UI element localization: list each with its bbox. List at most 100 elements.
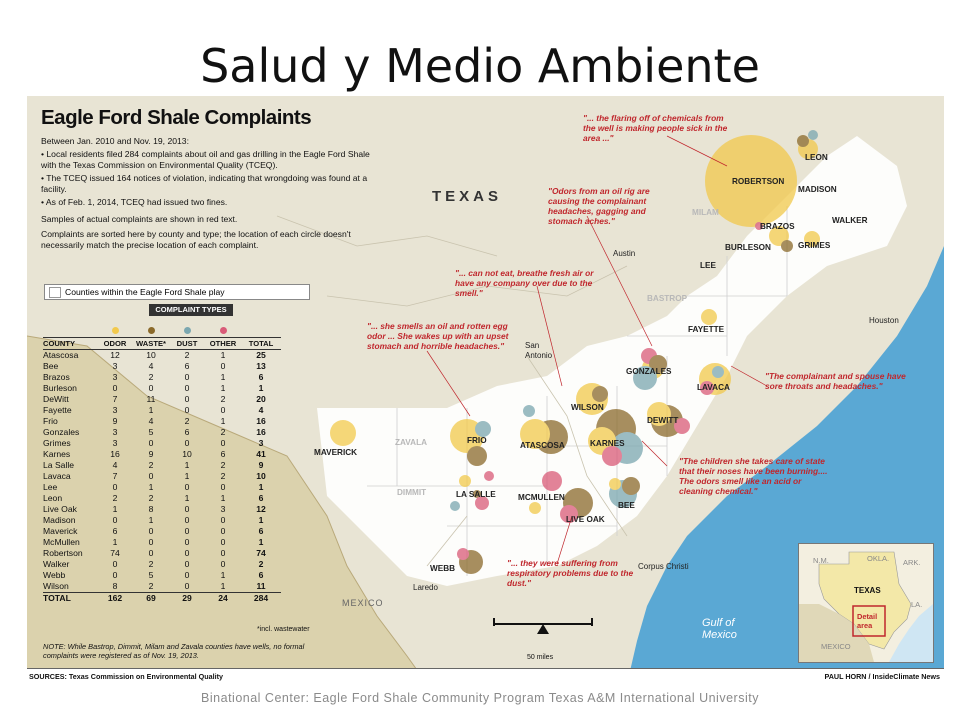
table-row: Gonzales 3 5 6 2 16	[43, 427, 281, 438]
complaint-types-header: COMPLAINT TYPES	[149, 304, 233, 316]
cell-other: 0	[220, 482, 226, 492]
cell-other: 1	[220, 570, 226, 580]
cell-waste: 4	[148, 416, 154, 426]
cell-odor: 3	[112, 427, 118, 437]
cell-waste: 11	[146, 394, 156, 404]
note-text: NOTE: While Bastrop, Dimmit, Milam and Z…	[43, 642, 305, 660]
cell-dust: 0	[184, 405, 190, 415]
cell-other: 24	[205, 592, 241, 604]
footnote: *incl. wastewater	[257, 626, 310, 633]
cell-waste: 4	[148, 361, 154, 371]
cell-odor: 9	[112, 416, 118, 426]
cell-county: Robertson	[43, 548, 83, 558]
table-row: Atascosa 12 10 2 1 25	[43, 350, 281, 362]
legend-box: Counties within the Eagle Ford Shale pla…	[44, 284, 310, 300]
cell-county: Lavaca	[43, 471, 71, 481]
cell-waste: 1	[148, 405, 154, 415]
inset-nm: N.M.	[813, 556, 829, 565]
cell-total: 12	[256, 504, 266, 514]
cell-total: 1	[258, 515, 264, 525]
cell-odor: 8	[112, 581, 118, 591]
col-county: COUNTY	[43, 337, 97, 350]
cell-other: 1	[220, 416, 226, 426]
cell-odor: 1	[112, 504, 118, 514]
col-total: TOTAL	[241, 337, 281, 350]
cell-odor: 162	[97, 592, 133, 604]
table-row: Grimes 3 0 0 0 3	[43, 438, 281, 449]
inset-detail-2: area	[857, 621, 873, 630]
cell-total: 20	[256, 394, 266, 404]
inset-map-shape	[799, 544, 933, 662]
cell-dust: 0	[184, 515, 190, 525]
cell-other: 2	[220, 427, 226, 437]
cell-dust: 6	[184, 427, 190, 437]
inset-detail-label: Detail area	[857, 612, 877, 630]
cell-total: 3	[258, 438, 264, 448]
credit-text: PAUL HORN / InsideClimate News	[824, 672, 940, 681]
cell-other: 3	[220, 504, 226, 514]
country-label: MEXICO	[342, 598, 384, 608]
gulf-label-1: Gulf of	[702, 617, 735, 629]
col-waste: WASTE*	[133, 337, 169, 350]
table-dot-row	[43, 326, 281, 338]
table-row: Madison 0 1 0 0 1	[43, 515, 281, 526]
cell-waste: 2	[148, 581, 154, 591]
county-fayette: FAYETTE	[688, 325, 725, 334]
cell-county: Webb	[43, 570, 66, 580]
county-burleson: BURLESON	[725, 243, 771, 252]
county-frio: FRIO	[467, 436, 487, 445]
cell-other: 0	[220, 361, 226, 371]
cell-odor: 3	[112, 438, 118, 448]
table-row: Maverick 6 0 0 0 6	[43, 526, 281, 537]
col-dust: DUST	[169, 337, 205, 350]
county-bastrop: BASTROP	[647, 294, 688, 303]
cell-county: Burleson	[43, 383, 77, 393]
cell-dust: 0	[184, 537, 190, 547]
table-row: Fayette 3 1 0 0 4	[43, 405, 281, 416]
cell-odor: 3	[112, 405, 118, 415]
cell-other: 0	[220, 548, 226, 558]
cell-other: 0	[220, 515, 226, 525]
intro-line-2: • Local residents filed 284 complaints a…	[41, 149, 370, 170]
table-row: Frio 9 4 2 1 16	[43, 416, 281, 427]
inset-okla: OKLA.	[867, 554, 890, 563]
cell-other: 0	[220, 438, 226, 448]
city-laredo: Laredo	[413, 583, 438, 592]
cell-other: 2	[220, 471, 226, 481]
cell-other: 1	[220, 383, 226, 393]
cell-county: Walker	[43, 559, 70, 569]
county-gonzales: GONZALES	[626, 367, 672, 376]
cell-total: 1	[258, 482, 264, 492]
table-row: Webb 0 5 0 1 6	[43, 570, 281, 581]
quote-sore-throats: "The complainant and spouse have sore th…	[765, 371, 906, 391]
legend-swatch	[49, 287, 61, 298]
cell-county: TOTAL	[43, 592, 97, 604]
cell-dust: 0	[184, 372, 190, 382]
cell-county: Grimes	[43, 438, 71, 448]
cell-odor: 16	[110, 449, 120, 459]
table-body: Atascosa 12 10 2 1 25 Bee 3 4 6 0 13 Brazos 3 2 0 1 6 Burl…	[43, 350, 281, 604]
cell-waste: 0	[148, 471, 154, 481]
table-row: Live Oak 1 8 0 3 12	[43, 504, 281, 515]
table-row: McMullen 1 0 0 0 1	[43, 537, 281, 548]
cell-odor: 0	[112, 482, 118, 492]
cell-odor: 0	[112, 570, 118, 580]
cell-waste: 69	[133, 592, 169, 604]
county-maverick: MAVERICK	[314, 448, 358, 457]
county-karnes: KARNES	[590, 439, 625, 448]
county-lee: LEE	[700, 261, 716, 270]
cell-odor: 74	[110, 548, 120, 558]
intro-line-3: • The TCEQ issued 164 notices of violati…	[41, 173, 368, 194]
table-total-row: TOTAL 162 69 29 24 284	[43, 592, 281, 604]
city-san-antonio: San Antonio	[525, 341, 552, 361]
county-bee: BEE	[618, 501, 635, 510]
sources-text: SOURCES: Texas Commission on Environment…	[29, 672, 223, 681]
cell-dust: 6	[184, 361, 190, 371]
county-brazos: BRAZOS	[760, 222, 795, 231]
county-madison: MADISON	[798, 185, 837, 194]
county-live-oak: LIVE OAK	[566, 515, 605, 524]
cell-total: 41	[256, 449, 266, 459]
cell-odor: 7	[112, 394, 118, 404]
cell-county: McMullen	[43, 537, 80, 547]
cell-other: 0	[220, 405, 226, 415]
